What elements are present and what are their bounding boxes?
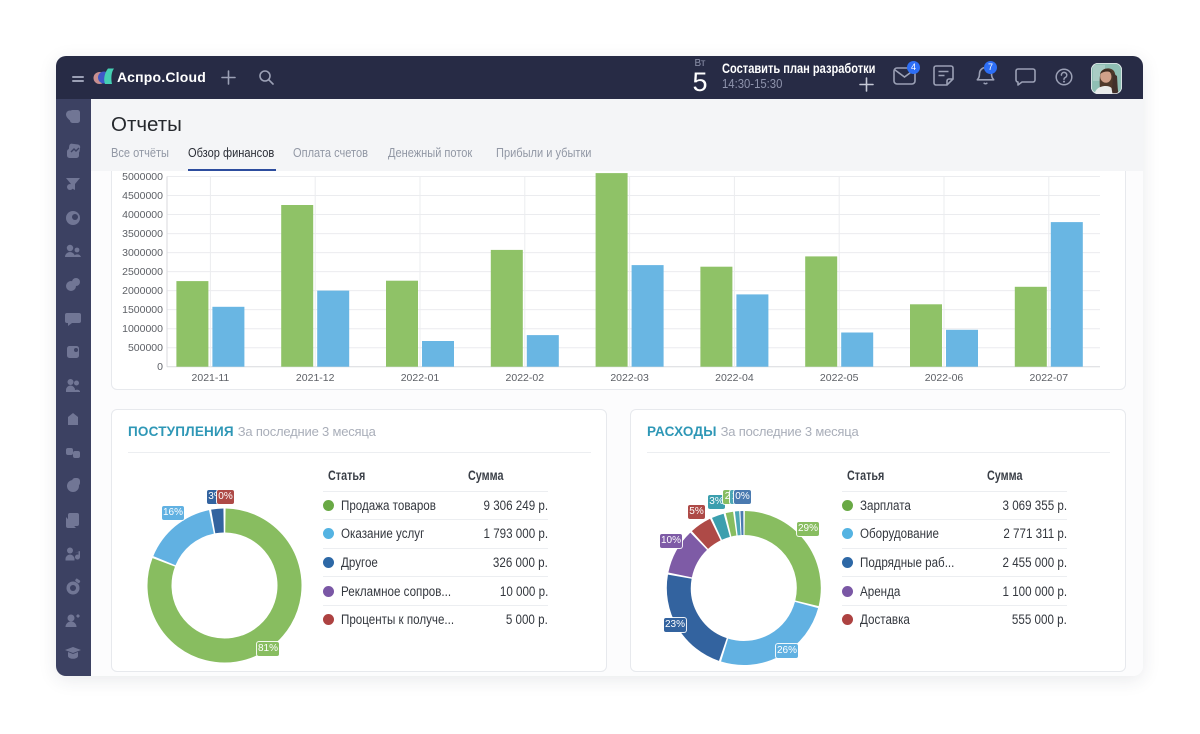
svg-text:1500000: 1500000 xyxy=(122,304,163,316)
svg-text:2000000: 2000000 xyxy=(122,285,163,297)
svg-text:2021-11: 2021-11 xyxy=(192,372,230,384)
svg-text:3500000: 3500000 xyxy=(122,228,163,240)
svg-text:1000000: 1000000 xyxy=(122,323,163,335)
svg-text:3000000: 3000000 xyxy=(122,247,163,259)
svg-text:4500000: 4500000 xyxy=(122,190,163,202)
svg-text:2022-03: 2022-03 xyxy=(610,372,649,384)
svg-text:4000000: 4000000 xyxy=(122,209,163,221)
svg-text:2022-07: 2022-07 xyxy=(1030,372,1069,384)
svg-text:2021-12: 2021-12 xyxy=(296,372,335,384)
svg-text:5000000: 5000000 xyxy=(122,171,163,183)
svg-text:2022-06: 2022-06 xyxy=(925,372,964,384)
svg-text:2022-02: 2022-02 xyxy=(506,372,545,384)
svg-text:0: 0 xyxy=(157,361,163,373)
svg-text:2022-05: 2022-05 xyxy=(820,372,859,384)
svg-text:2022-01: 2022-01 xyxy=(401,372,440,384)
svg-text:2500000: 2500000 xyxy=(122,266,163,278)
svg-text:2022-04: 2022-04 xyxy=(715,372,754,384)
svg-text:500000: 500000 xyxy=(128,342,163,354)
